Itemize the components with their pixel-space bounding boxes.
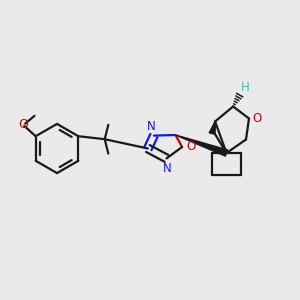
Text: O: O [253,112,262,125]
Text: H: H [241,81,250,94]
Polygon shape [176,135,228,156]
Text: O: O [18,118,28,131]
Text: N: N [162,162,171,175]
Text: N: N [147,120,156,133]
Polygon shape [209,122,215,134]
Text: O: O [186,140,195,153]
